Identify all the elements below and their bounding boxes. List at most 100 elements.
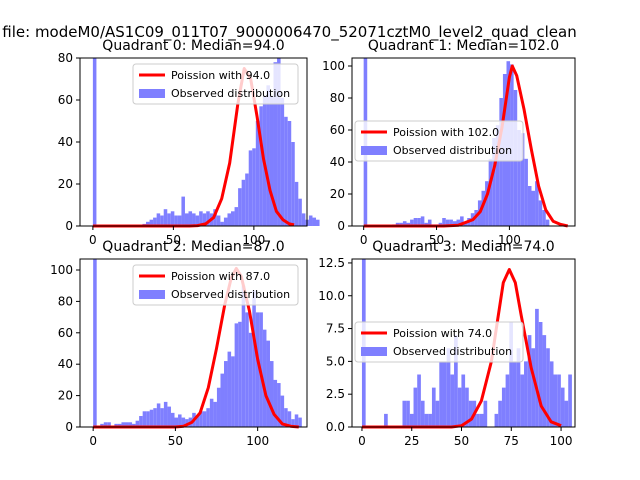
histogram-bar (501, 387, 506, 427)
histogram-bar (449, 219, 453, 226)
histogram-bar (427, 219, 432, 226)
histogram-bar (428, 413, 432, 427)
histogram-bar (160, 215, 164, 226)
histogram-bar (202, 213, 207, 226)
histogram-bar (167, 406, 171, 427)
histogram-bar (100, 423, 104, 427)
histogram-bar (301, 213, 306, 226)
histogram-bar (420, 400, 425, 427)
histogram-bar (413, 218, 418, 226)
histogram-bar (206, 211, 210, 226)
y-tick-label: 2.5 (326, 387, 345, 401)
histogram-bar (213, 401, 217, 427)
histogram-bar (121, 422, 125, 427)
histogram-bar (445, 219, 450, 226)
histogram-bar (252, 290, 256, 427)
histogram-bar (435, 400, 440, 427)
x-tick-label: 100 (498, 233, 521, 247)
x-tick-label: 100 (550, 434, 573, 448)
subplot-quadrant-3: 0 25 50 75 100 0.0 2.5 5.0 7.5 10.0 12.5 Quadrant 3… (318, 239, 576, 448)
histogram-bar (259, 106, 263, 226)
histogram-bar (195, 416, 200, 427)
histogram-bar (220, 373, 225, 427)
histogram-bar (273, 62, 278, 227)
legend-label-observed: Observed distribution (171, 288, 290, 301)
histogram-bar (461, 374, 466, 427)
histogram-bar (481, 190, 486, 226)
y-tick-label: 40 (58, 135, 73, 149)
histogram-bar (535, 308, 539, 427)
histogram-bar (146, 221, 150, 226)
y-tick-label: 7.5 (326, 322, 345, 336)
legend-box (354, 321, 524, 363)
histogram-bar (409, 413, 414, 427)
histogram-bar (410, 219, 414, 226)
histogram-bar (248, 150, 253, 226)
legend-label-poisson: Poission with 102.0 (393, 126, 499, 139)
histogram-bar (308, 215, 313, 226)
histogram-bar (269, 361, 274, 427)
histogram-bar (245, 173, 249, 226)
histogram-bar (450, 374, 455, 427)
x-tick-label: 50 (168, 434, 183, 448)
histogram-bar (424, 413, 429, 427)
histogram-bar (262, 329, 267, 427)
histogram-bar (241, 179, 246, 226)
histogram-bar (495, 125, 500, 226)
legend-bar-swatch (361, 146, 387, 155)
histogram-bar (153, 217, 157, 226)
subplot-title: Quadrant 1: Median=102.0 (368, 38, 559, 54)
histogram-bar (234, 323, 239, 427)
histogram-bar (545, 219, 550, 226)
histogram-bar (128, 422, 133, 427)
histogram-bar (170, 412, 175, 427)
legend-label-poisson: Poission with 74.0 (393, 327, 492, 340)
x-tick-label: 50 (166, 233, 181, 247)
histogram-bar (553, 374, 558, 427)
legend-box (132, 63, 299, 105)
histogram-bar (446, 348, 451, 427)
histogram-bar (560, 387, 565, 427)
y-tick-label: 60 (330, 123, 345, 137)
histogram-bar (199, 411, 203, 427)
histogram-bar (564, 400, 569, 427)
histogram-bar (531, 190, 536, 226)
histogram-bar (142, 411, 147, 427)
histogram-bar (520, 133, 525, 226)
histogram-bar (312, 217, 317, 226)
histogram-bar (485, 181, 489, 226)
histogram-bar (494, 413, 499, 427)
histogram-bar (178, 414, 182, 427)
histogram-bar (549, 361, 554, 427)
histogram-bar (245, 312, 249, 427)
histogram-bar (291, 419, 295, 427)
histogram-bar (124, 422, 129, 427)
histogram-bar (512, 361, 517, 427)
histogram-bar (117, 423, 122, 427)
histogram-bar (517, 130, 521, 226)
histogram-bar (488, 158, 493, 226)
histogram-bar (139, 416, 143, 427)
histogram-bar (465, 387, 469, 427)
histogram-bar (406, 400, 410, 427)
histogram-bar (538, 322, 543, 427)
histogram-bar (192, 213, 196, 226)
y-tick-label: 0.0 (326, 420, 345, 434)
histogram-bar (463, 222, 468, 226)
histogram-bar (509, 322, 513, 427)
histogram-bar (167, 213, 171, 226)
histogram-bar (468, 400, 473, 427)
y-tick-label: 100 (50, 263, 73, 277)
histogram-bar (546, 348, 550, 427)
histogram-bar (227, 351, 232, 427)
y-tick-label: 60 (58, 326, 73, 340)
histogram-bar (231, 211, 235, 226)
histogram-bar (163, 401, 168, 427)
histogram-bar (520, 374, 525, 427)
histogram-bar (248, 332, 253, 427)
histogram-bar (184, 213, 189, 226)
histogram-bar (238, 321, 242, 427)
subplot-quadrant-0: 0 50 100 0 20 40 60 80 Quadrant 0: Median=94.0 Po… (58, 38, 320, 247)
x-tick-label: 0 (360, 233, 368, 247)
y-tick-label: 60 (58, 93, 73, 107)
